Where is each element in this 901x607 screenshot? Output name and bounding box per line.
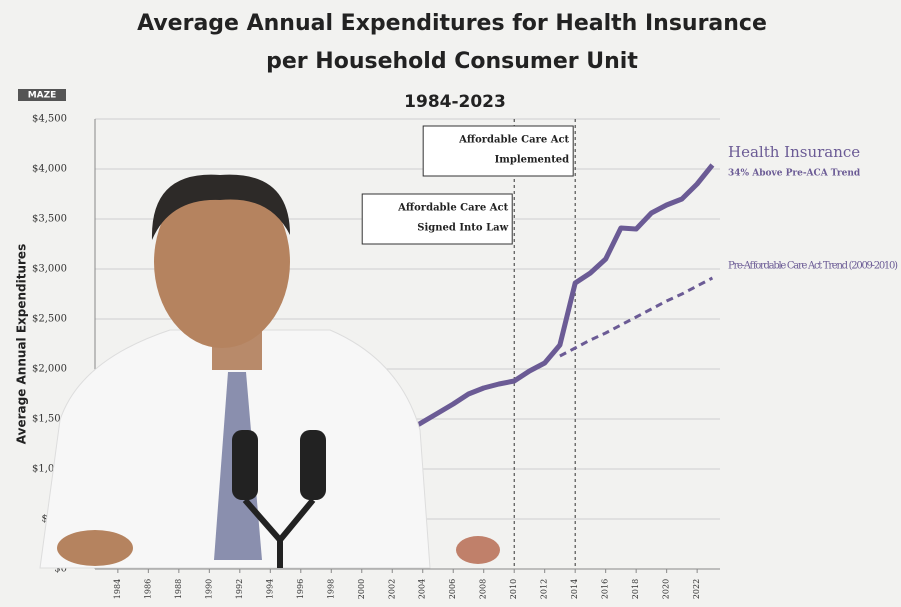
logo: MAZE [28,91,57,101]
event-label: Implemented [495,155,570,166]
chart-title: Average Annual Expenditures for Health I… [137,11,767,36]
plot: $0$500$1,000$1,500$2,000$2,500$3,000$3,5… [32,114,898,600]
y-tick-label: $3,500 [32,214,67,225]
x-tick-label: 2022 [692,579,701,599]
x-tick-label: 2014 [570,579,579,599]
head [154,176,290,348]
microphone [232,430,258,500]
event-label: Signed Into Law [417,223,508,234]
x-tick-label: 2012 [540,579,549,599]
hair [151,174,290,240]
y-tick-label: $2,500 [32,314,67,325]
x-tick-label: 2010 [509,579,518,599]
x-tick-label: 2008 [479,579,488,599]
event-box [361,193,513,245]
series-note: 34% Above Pre-ACA Trend [728,169,861,179]
x-tick-label: 1984 [113,579,122,599]
x-tick-label: 2018 [631,579,640,599]
hand [456,536,500,564]
series-label: Pre-Affordable Care Act Trend (2009-2010… [728,261,898,272]
hand [57,530,133,566]
y-tick-label: $1,000 [32,464,67,475]
x-tick-label: 2016 [601,579,610,599]
y-tick-label: $3,000 [32,264,67,275]
series-label: Health Insurance [728,143,860,161]
x-tick-label: 1990 [204,579,213,599]
x-tick-label: 1988 [174,579,183,599]
x-tick-label: 2000 [357,579,366,599]
y-tick-label: $1,500 [32,414,67,425]
y-tick-label: $4,000 [32,164,67,175]
x-tick-label: 2006 [448,579,457,599]
x-tick-label: 1996 [296,579,305,599]
chart-title-line2: per Household Consumer Unit [266,49,638,74]
y-tick-label: $4,500 [32,114,67,125]
microphone-stand [242,498,316,568]
chart-subtitle: 1984-2023 [404,92,506,112]
x-tick-label: 2002 [387,579,396,599]
speaker-photo [39,174,500,569]
event-label: Affordable Care Act [458,135,569,146]
y-axis-label: Average Annual Expenditures [15,244,29,444]
series-line [559,276,714,358]
y-tick-label: $2,000 [32,364,67,375]
logo-box [18,89,66,101]
event-box [422,125,574,177]
event-label: Affordable Care Act [397,203,508,214]
x-tick-label: 1998 [326,579,335,599]
x-tick-label: 2020 [662,579,671,599]
microphone [300,430,326,500]
x-tick-label: 1986 [143,579,152,599]
x-tick-label: 2004 [418,579,427,599]
x-tick-label: 1992 [235,579,244,599]
y-tick-label: $0 [54,564,67,575]
x-tick-label: 1994 [265,579,274,599]
